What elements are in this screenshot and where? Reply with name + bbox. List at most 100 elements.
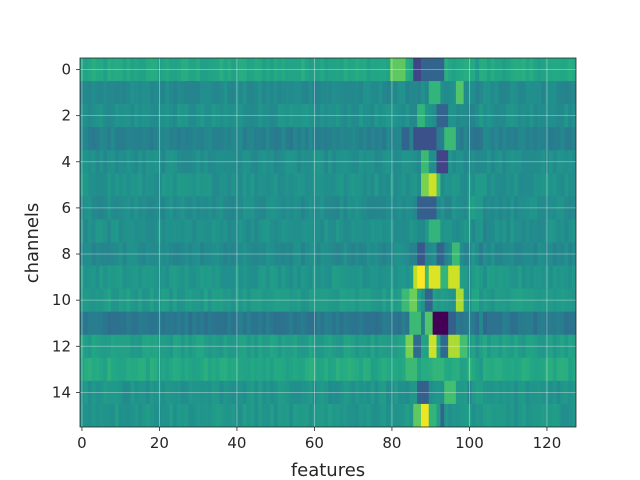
heatmap-cell — [153, 58, 158, 82]
heatmap-cell — [343, 196, 348, 220]
heatmap-cell — [269, 104, 275, 128]
heatmap-cell — [463, 265, 468, 290]
heatmap-cell — [541, 265, 546, 290]
heatmap-cell — [111, 150, 116, 174]
heatmap-cell — [401, 104, 406, 128]
heatmap-cell — [316, 380, 321, 405]
heatmap-cell — [153, 219, 158, 243]
heatmap-cell — [289, 127, 294, 151]
heatmap-cell — [548, 288, 554, 313]
heatmap-cell — [479, 265, 484, 290]
heatmap-cell — [467, 173, 472, 197]
heatmap-cell — [273, 311, 279, 336]
heatmap-cell — [370, 403, 375, 427]
heatmap-cell — [463, 196, 468, 220]
heatmap-cell — [207, 127, 213, 151]
heatmap-cell — [258, 81, 263, 105]
heatmap-cell — [506, 150, 511, 174]
heatmap-cell — [331, 265, 337, 290]
heatmap-cell — [312, 219, 317, 243]
heatmap-cell — [80, 104, 85, 128]
heatmap-cell — [103, 334, 108, 359]
heatmap-cell — [548, 150, 554, 174]
heatmap-cell — [339, 81, 344, 105]
heatmap-cell — [440, 58, 445, 82]
heatmap-cell — [184, 357, 189, 382]
heatmap-cell — [362, 104, 368, 128]
heatmap-cell — [471, 58, 476, 82]
heatmap-cell — [269, 380, 275, 405]
heatmap-cell — [107, 58, 112, 82]
heatmap-cell — [378, 357, 383, 382]
heatmap-cell — [145, 127, 151, 151]
heatmap-cell — [572, 265, 576, 290]
heatmap-cell — [359, 150, 364, 174]
heatmap-cell — [517, 265, 523, 290]
heatmap-cell — [285, 196, 290, 220]
heatmap-cell — [83, 196, 89, 220]
heatmap-cell — [475, 403, 480, 427]
heatmap-cell — [502, 242, 507, 266]
heatmap-cell — [490, 104, 496, 128]
heatmap-cell — [211, 58, 217, 82]
heatmap-cell — [436, 334, 441, 359]
heatmap-cell — [138, 196, 143, 220]
heatmap-cell — [467, 196, 472, 220]
heatmap-cell — [316, 403, 321, 427]
heatmap-cell — [421, 403, 426, 427]
heatmap-cell — [95, 58, 100, 82]
heatmap-cell — [266, 150, 271, 174]
heatmap-cell — [560, 173, 565, 197]
heatmap-cell — [304, 311, 310, 336]
heatmap-cell — [80, 288, 85, 313]
heatmap-cell — [506, 242, 511, 266]
heatmap-cell — [211, 242, 217, 266]
heatmap-cell — [370, 334, 375, 359]
heatmap-cell — [83, 403, 89, 427]
heatmap-cell — [556, 81, 561, 105]
heatmap-cell — [87, 127, 93, 151]
heatmap-cell — [134, 81, 139, 105]
heatmap-cell — [533, 219, 538, 243]
heatmap-cell — [390, 242, 395, 266]
heatmap-cell — [103, 288, 108, 313]
heatmap-cell — [99, 173, 104, 197]
heatmap-cell — [304, 58, 310, 82]
heatmap-cell — [390, 403, 395, 427]
heatmap-cell — [490, 242, 496, 266]
heatmap-cell — [541, 196, 546, 220]
heatmap-cell — [366, 219, 372, 243]
heatmap-cell — [316, 288, 321, 313]
heatmap-cell — [293, 334, 298, 359]
heatmap-cell — [126, 219, 131, 243]
heatmap-cell — [134, 265, 139, 290]
heatmap-cell — [331, 334, 337, 359]
heatmap-cell — [463, 81, 468, 105]
heatmap-cell — [459, 242, 465, 266]
heatmap-cell — [200, 288, 205, 313]
heatmap-cell — [517, 403, 523, 427]
heatmap-cell — [436, 150, 441, 174]
heatmap-cell — [397, 265, 403, 290]
heatmap-cell — [242, 288, 248, 313]
heatmap-cell — [99, 265, 104, 290]
heatmap-cell — [235, 265, 240, 290]
heatmap-cell — [560, 311, 565, 336]
heatmap-cell — [204, 81, 209, 105]
heatmap-cell — [196, 127, 201, 151]
heatmap-cell — [397, 288, 403, 313]
heatmap-cell — [184, 150, 189, 174]
heatmap-cell — [521, 173, 527, 197]
heatmap-cell — [541, 104, 546, 128]
heatmap-cell — [246, 219, 251, 243]
heatmap-cell — [293, 81, 298, 105]
heatmap-cell — [552, 219, 558, 243]
heatmap-cell — [331, 288, 337, 313]
heatmap-cell — [153, 173, 158, 197]
heatmap-cell — [231, 127, 236, 151]
heatmap-cell — [355, 104, 360, 128]
heatmap-cell — [343, 334, 348, 359]
heatmap-cell — [169, 403, 174, 427]
heatmap-cell — [545, 380, 550, 405]
heatmap-cell — [180, 334, 186, 359]
